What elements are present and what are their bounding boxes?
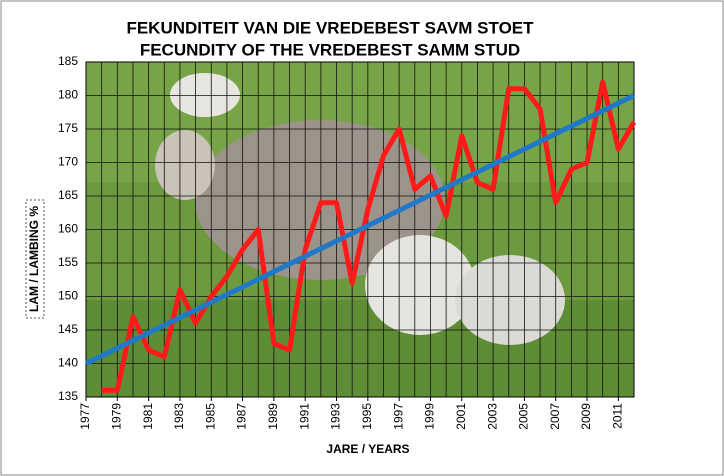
x-tick-label: 1985 [203, 403, 217, 430]
x-tick-label: 1997 [391, 403, 405, 430]
x-tick-label: 2003 [485, 403, 499, 430]
y-tick-label: 150 [58, 289, 78, 303]
y-title-box [25, 199, 45, 319]
x-tick-label: 1981 [141, 403, 155, 430]
y-tick-label: 175 [58, 121, 78, 135]
x-tick-label: 1991 [297, 403, 311, 430]
x-tick-label: 1979 [109, 403, 123, 430]
photo-background [86, 62, 634, 397]
x-tick-label: 1983 [172, 403, 186, 430]
y-tick-label: 185 [58, 54, 78, 68]
x-tick-label: 1993 [329, 403, 343, 430]
x-tick-label: 1995 [360, 403, 374, 430]
series-line [84, 93, 636, 366]
chart-subtitle: FECUNDITY OF THE VREDEBEST SAMM STUD [140, 40, 520, 59]
chart-title: FEKUNDITEIT VAN DIE VREDEBEST SAVM STOET [126, 18, 534, 37]
x-tick-label: 1987 [235, 403, 249, 430]
y-tick-label: 160 [58, 222, 78, 236]
y-tick-label: 135 [58, 389, 78, 403]
y-tick-label: 145 [58, 322, 78, 336]
x-tick-label: 1999 [423, 403, 437, 430]
y-tick-label: 170 [58, 155, 78, 169]
y-axis-title: LAM / LAMBING % [27, 206, 41, 312]
x-tick-label: 2011 [611, 403, 625, 429]
x-tick-label: 2005 [517, 403, 531, 430]
x-tick-label: 2001 [454, 403, 468, 430]
plot-border [85, 61, 635, 398]
x-tick-label: 2007 [548, 403, 562, 430]
y-tick-label: 165 [58, 188, 78, 202]
y-tick-label: 140 [58, 356, 78, 370]
y-tick-label: 180 [58, 88, 78, 102]
x-axis-title: JARE / YEARS [326, 442, 409, 456]
x-tick-label: 1989 [266, 403, 280, 430]
x-tick-label: 2009 [579, 403, 593, 430]
x-tick-label: 1977 [78, 403, 92, 430]
y-tick-label: 155 [58, 255, 78, 269]
